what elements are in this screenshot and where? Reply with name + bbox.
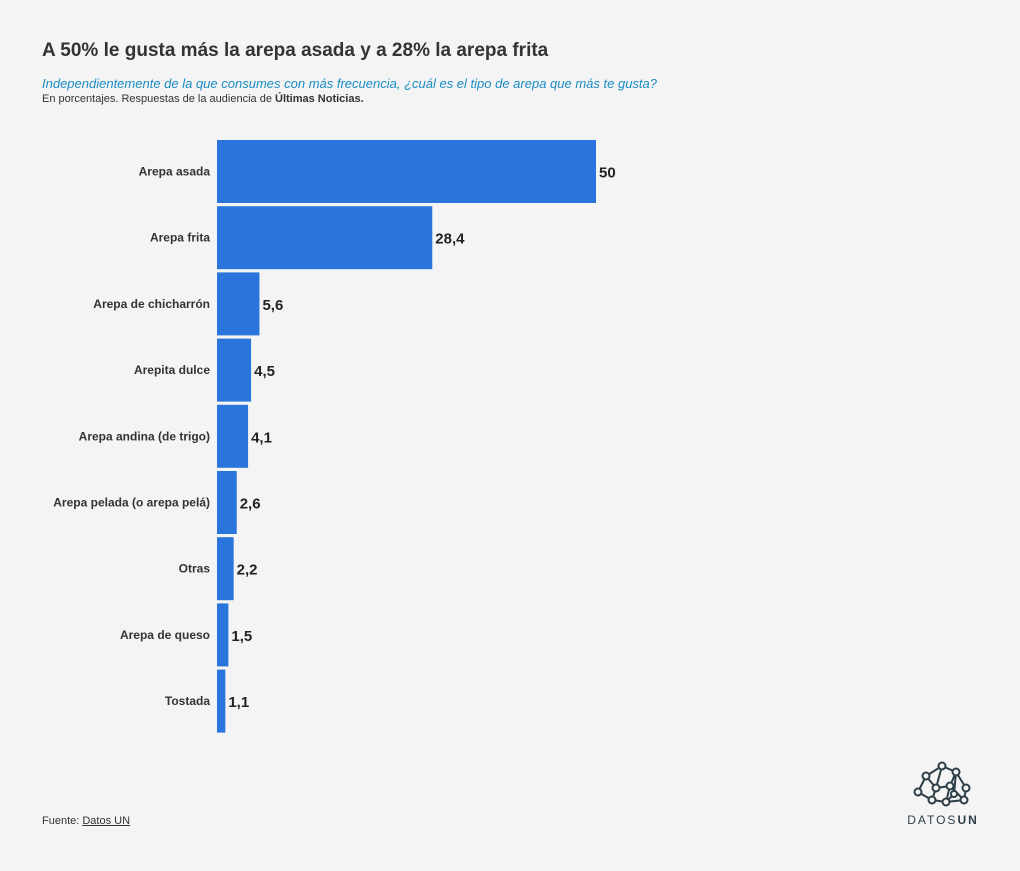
- bar-6: [217, 537, 234, 601]
- bar-4: [217, 404, 249, 468]
- value-label-4: 4,1: [251, 429, 272, 446]
- chart-title: A 50% le gusta más la arepa asada y a 28…: [42, 40, 549, 61]
- bar-8: [217, 669, 226, 733]
- value-label-0: 50: [599, 165, 616, 182]
- value-label-6: 2,2: [237, 562, 258, 579]
- bar-2: [217, 272, 260, 336]
- category-label-4: Arepa andina (de trigo): [79, 429, 210, 443]
- value-label-1: 28,4: [435, 231, 465, 248]
- network-icon: [913, 761, 971, 807]
- note-prefix: En porcentajes. Respuestas de la audienc…: [42, 93, 275, 105]
- bar-chart: Arepa asada 50 Arepa frita 28,4 Arepa de chi…: [53, 140, 616, 733]
- chart-note: En porcentajes. Respuestas de la audienc…: [42, 93, 364, 105]
- category-label-6: Otras: [179, 562, 211, 576]
- category-label-8: Tostada: [165, 694, 210, 708]
- note-bold: Últimas Noticias.: [275, 93, 364, 105]
- category-label-5: Arepa pelada (o arepa pelá): [53, 496, 210, 510]
- logo-text: DATOSUN: [900, 813, 986, 827]
- category-label-0: Arepa asada: [139, 165, 211, 179]
- value-label-7: 1,5: [231, 628, 252, 645]
- logo-text-light: DATOS: [907, 813, 958, 827]
- source-note: Fuente: Datos UN: [42, 815, 130, 827]
- logo-text-bold: UN: [957, 813, 979, 827]
- source-link[interactable]: Datos UN: [82, 815, 131, 827]
- bar-3: [217, 338, 252, 402]
- category-label-7: Arepa de queso: [120, 628, 210, 642]
- chart-subtitle: Independientemente de la que consumes co…: [42, 76, 657, 91]
- source-prefix: Fuente:: [42, 815, 83, 827]
- value-label-8: 1,1: [228, 694, 249, 711]
- datos-un-logo: DATOSUN: [900, 760, 986, 830]
- category-label-3: Arepita dulce: [134, 363, 210, 377]
- category-label-1: Arepa frita: [150, 231, 210, 245]
- value-label-2: 5,6: [262, 297, 283, 314]
- bar-0: [217, 140, 596, 203]
- bar-1: [217, 206, 433, 270]
- bar-7: [217, 603, 229, 667]
- value-label-3: 4,5: [254, 363, 275, 380]
- category-label-2: Arepa de chicharrón: [93, 297, 210, 311]
- bar-5: [217, 471, 237, 534]
- value-label-5: 2,6: [240, 496, 261, 513]
